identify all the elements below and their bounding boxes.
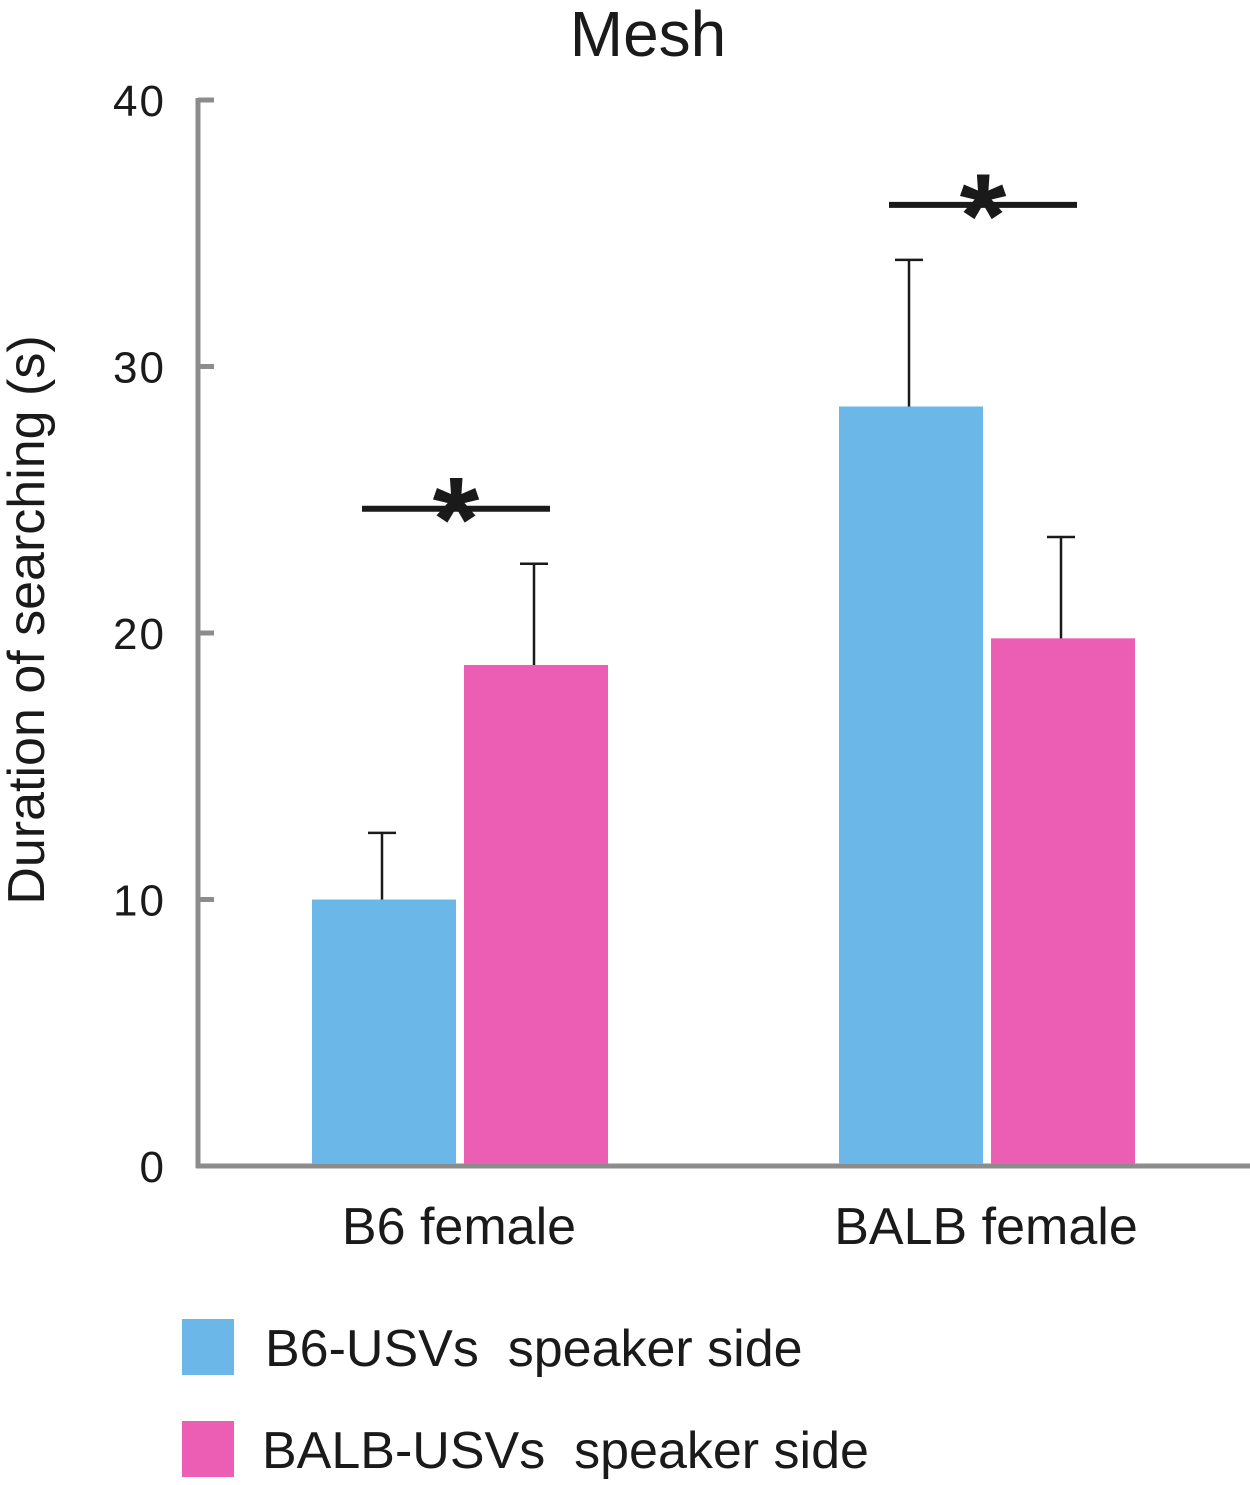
- chart-title: Mesh: [570, 0, 727, 70]
- y-tick-label: 30: [113, 344, 166, 393]
- y-tick-label: 20: [113, 610, 166, 659]
- y-tick-labels: 0 10 20 30 40: [113, 77, 166, 1192]
- x-tick-label: B6 female: [342, 1198, 576, 1256]
- significance-marker: *: [362, 453, 550, 587]
- x-tick-labels: B6 female BALB female: [342, 1198, 1138, 1256]
- bar-b6-usvs-balb-female: [839, 406, 983, 1165]
- y-tick-label: 40: [113, 77, 166, 126]
- y-axis-label: Duration of searching (s): [0, 335, 56, 904]
- legend-swatch: [182, 1421, 234, 1477]
- legend: B6-USVs speaker side BALB-USVs speaker si…: [182, 1319, 869, 1480]
- bars: [312, 406, 1135, 1165]
- legend-label: B6-USVs speaker side: [265, 1320, 803, 1378]
- legend-label: BALB-USVs speaker side: [262, 1422, 869, 1480]
- error-bar: [520, 562, 548, 665]
- legend-item: BALB-USVs speaker side: [182, 1421, 869, 1480]
- error-bar: [368, 831, 396, 900]
- legend-item: B6-USVs speaker side: [182, 1319, 803, 1378]
- error-bar: [895, 258, 923, 407]
- bar-balb-usvs-balb-female: [991, 638, 1135, 1164]
- significance-marker: *: [889, 149, 1077, 283]
- axes: [195, 97, 1250, 1169]
- error-bars: [368, 258, 1075, 900]
- bar-balb-usvs-b6-female: [464, 664, 608, 1164]
- significance-star: *: [960, 149, 1007, 283]
- y-tick-label: 10: [113, 877, 166, 926]
- significance-star: *: [433, 453, 480, 587]
- y-tick-label: 0: [140, 1143, 166, 1192]
- x-tick-label: BALB female: [834, 1198, 1138, 1256]
- error-bar: [1047, 535, 1075, 639]
- significance-markers: **: [362, 149, 1077, 587]
- bar-b6-usvs-b6-female: [312, 899, 456, 1164]
- legend-swatch: [182, 1319, 234, 1375]
